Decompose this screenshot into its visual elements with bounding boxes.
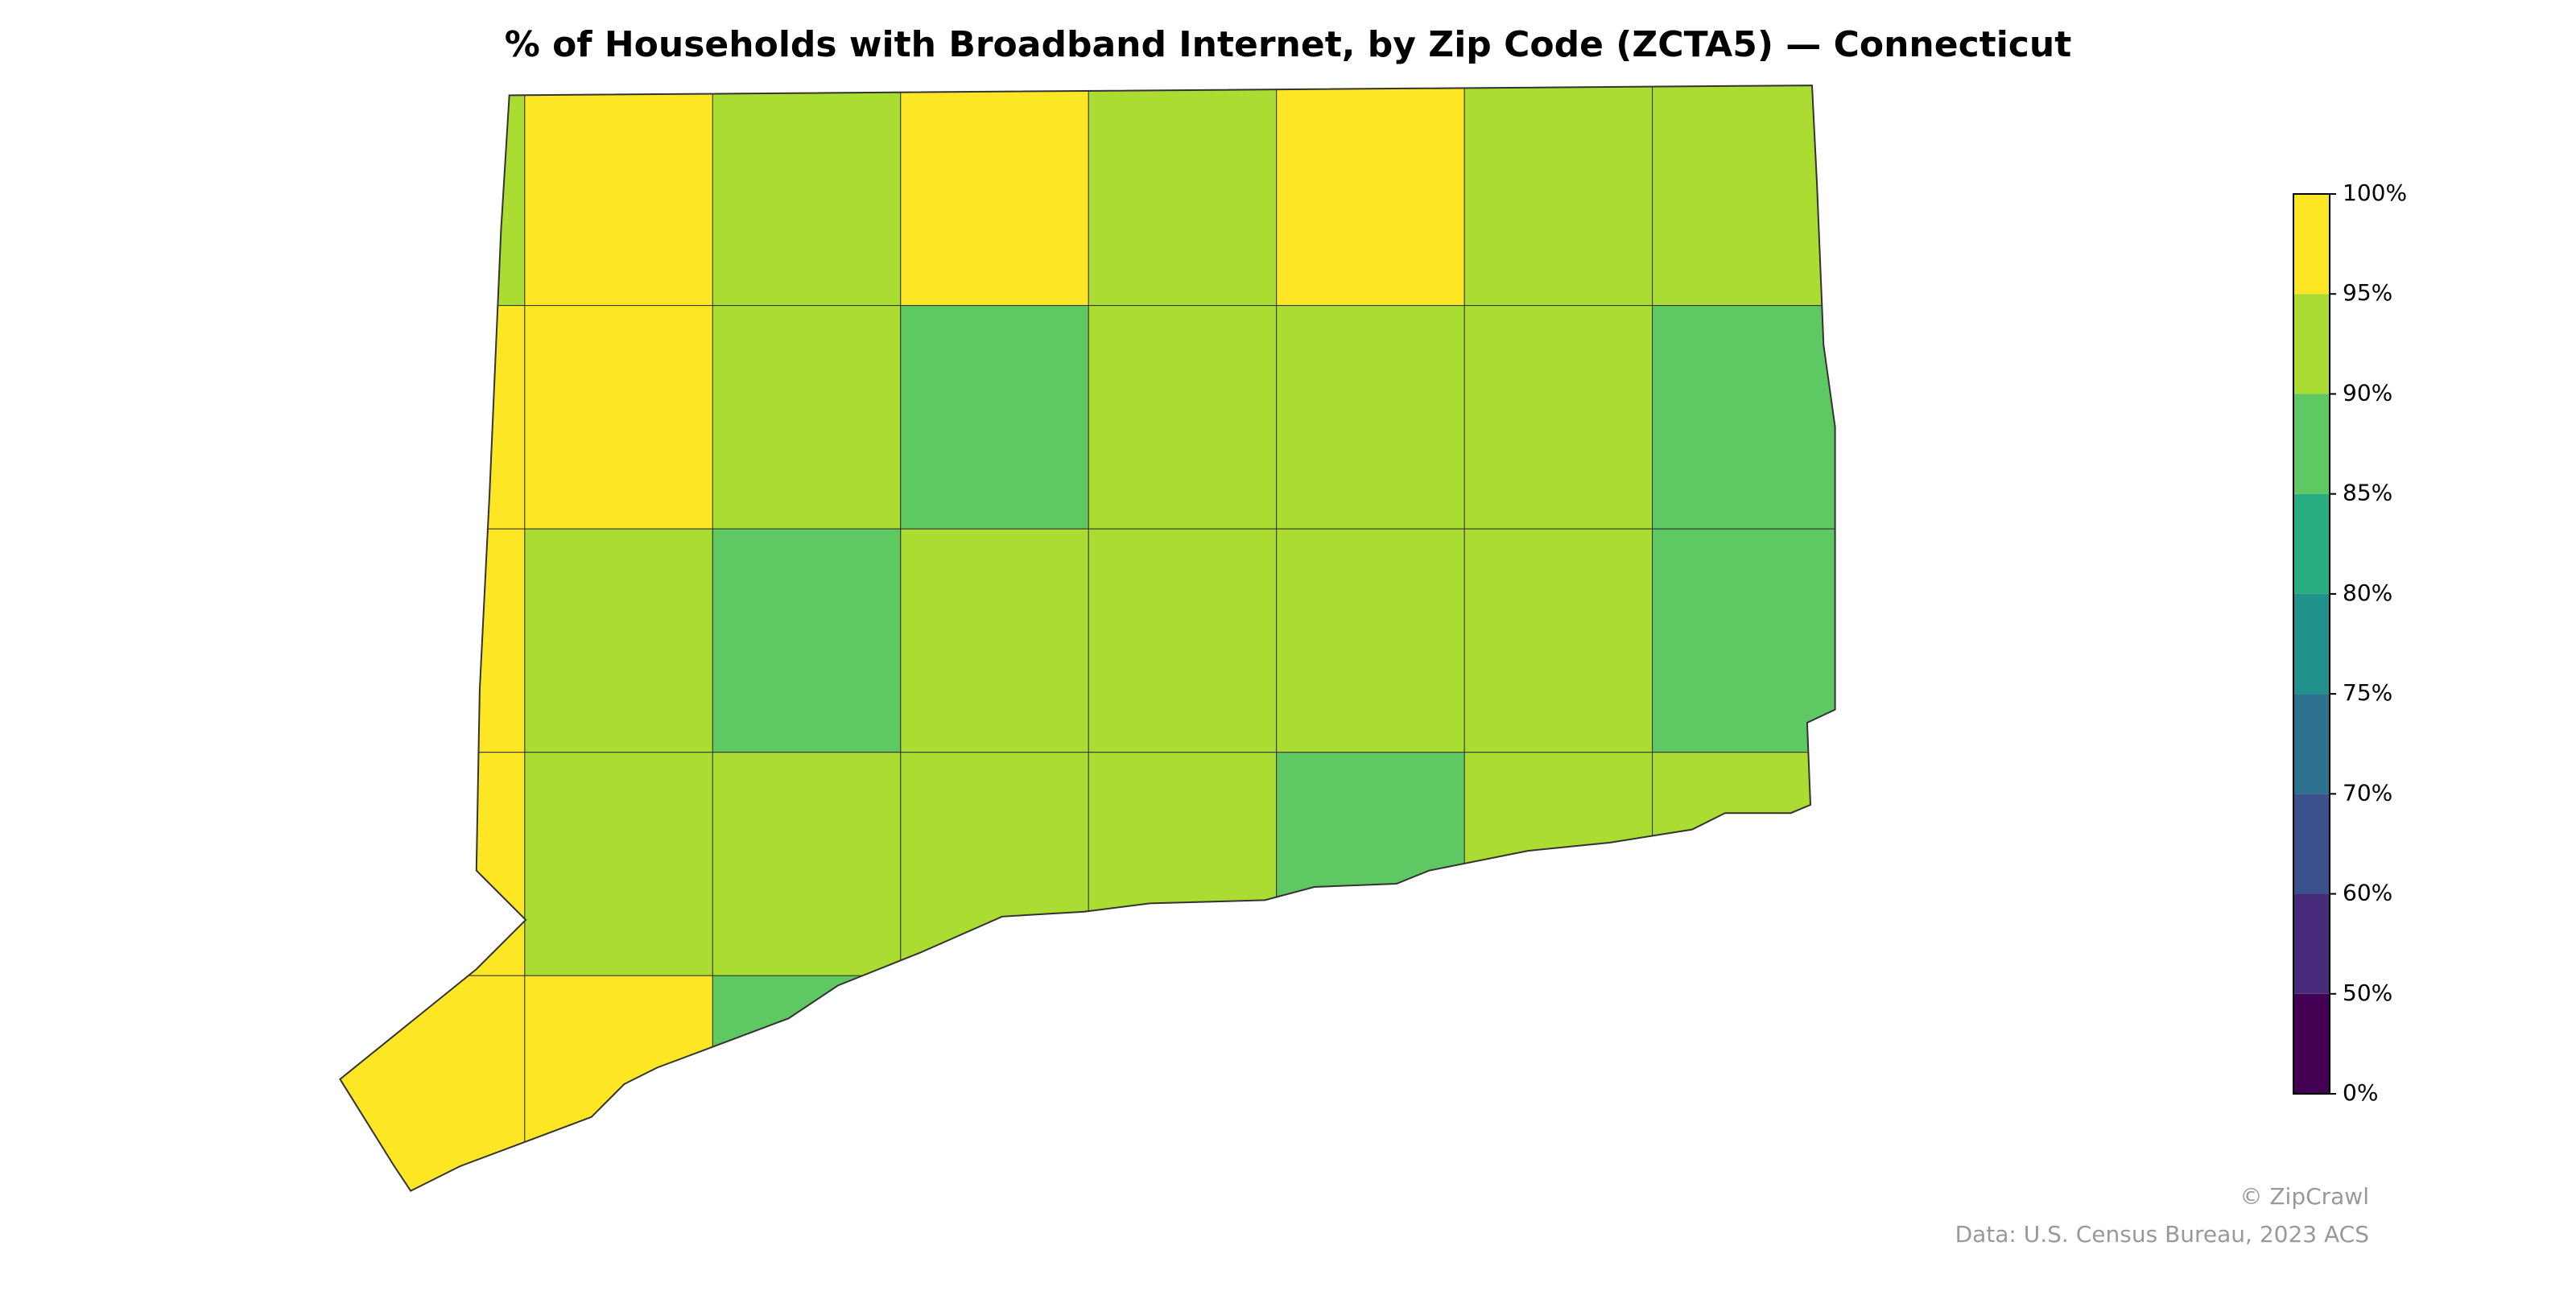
region (1463, 528, 1653, 753)
region (712, 975, 902, 1191)
colorbar-tick-label: 0% (2343, 1079, 2378, 1106)
colorbar-bin (2293, 593, 2330, 695)
colorbar-tick-label: 70% (2343, 779, 2392, 806)
map-title: % of Households with Broadband Internet,… (505, 24, 2071, 65)
region (1276, 305, 1465, 530)
region (1652, 752, 1835, 976)
region (340, 752, 526, 976)
region (1652, 528, 1835, 753)
colorbar-frame (2293, 193, 2330, 1095)
region (340, 975, 526, 1191)
colorbar-bin (2293, 394, 2330, 494)
regions (340, 85, 1835, 1191)
region (1088, 528, 1278, 753)
colorbar-tick-label: 60% (2343, 880, 2392, 906)
region (340, 528, 526, 753)
region (340, 85, 526, 307)
region (900, 752, 1089, 976)
colorbar-bin (2293, 993, 2330, 1094)
colorbar-tick-label: 80% (2343, 580, 2392, 606)
region (1652, 85, 1835, 307)
region (1652, 305, 1835, 530)
colorbar-bin (2293, 893, 2330, 994)
region (524, 528, 713, 753)
region (712, 85, 902, 307)
colorbar-tick-label: 90% (2343, 379, 2392, 406)
colorbar-bin (2293, 194, 2330, 295)
region (1088, 752, 1278, 976)
region (712, 752, 902, 976)
credit: © ZipCrawl (2240, 1183, 2369, 1210)
region (1463, 305, 1653, 530)
colorbar-bin (2293, 694, 2330, 794)
region (524, 85, 713, 307)
colorbar: 0% 50% 60% 70% 75% 80% 85% 90% 95% 100% (2293, 179, 2407, 1106)
colorbar-bin (2293, 493, 2330, 594)
region (712, 305, 902, 530)
state-outline (339, 85, 1836, 1192)
colorbar-tick-label: 95% (2343, 279, 2392, 306)
region (900, 305, 1089, 530)
region (1463, 85, 1653, 307)
colorbar-tick-label: 100% (2343, 179, 2407, 206)
region (712, 528, 902, 753)
region (900, 528, 1089, 753)
region (524, 975, 713, 1191)
region (900, 85, 1089, 307)
colorbar-tick-label: 85% (2343, 480, 2392, 506)
colorbar-tick-label: 50% (2343, 980, 2392, 1006)
region (1276, 752, 1465, 976)
region (1276, 85, 1465, 307)
region (1088, 85, 1278, 307)
region (1276, 528, 1465, 753)
region (1463, 752, 1653, 976)
colorbar-tick-label: 75% (2343, 679, 2392, 706)
region (1088, 305, 1278, 530)
region (524, 305, 713, 530)
region (524, 752, 713, 976)
source-note: Data: U.S. Census Bureau, 2023 ACS (1955, 1221, 2369, 1248)
colorbar-bin (2293, 294, 2330, 394)
colorbar-bin (2293, 794, 2330, 894)
